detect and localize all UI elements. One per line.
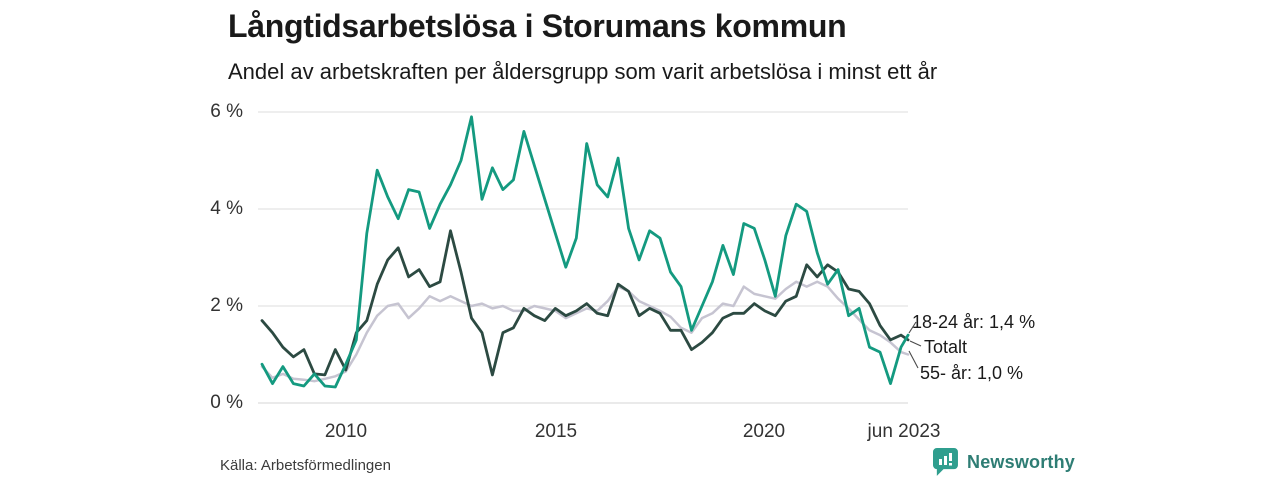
x-tick-2015: 2015 — [534, 421, 578, 442]
series-line-18-24-ar — [260, 115, 910, 389]
page-title: Långtidsarbetslösa i Storumans kommun — [228, 8, 847, 44]
y-tick-4: 4 % — [210, 198, 243, 219]
bar-chart-speech-bubble-icon — [933, 448, 959, 477]
gridlines — [258, 111, 908, 404]
x-tick-2010: 2010 — [324, 421, 368, 442]
annotation-18-24: 18-24 år: 1,4 % — [912, 312, 1036, 332]
y-tick-0: 0 % — [210, 392, 243, 413]
brand-name: Newsworthy — [967, 452, 1076, 472]
source-note: Källa: Arbetsförmedlingen — [220, 457, 391, 474]
series-layer — [260, 115, 910, 389]
series-line-55-ar — [260, 280, 910, 383]
x-tick-2020: 2020 — [742, 421, 786, 442]
x-tick-jun-2023: jun 2023 — [867, 421, 941, 442]
y-tick-6: 6 % — [210, 101, 243, 122]
annotation-55: 55- år: 1,0 % — [920, 363, 1024, 383]
annotation-totalt: Totalt — [924, 337, 968, 357]
page-subtitle: Andel av arbetskraften per åldersgrupp s… — [228, 59, 938, 84]
y-tick-2: 2 % — [210, 295, 243, 316]
series-line-totalt — [260, 229, 910, 377]
newsworthy-logo[interactable]: Newsworthy — [933, 448, 1075, 477]
